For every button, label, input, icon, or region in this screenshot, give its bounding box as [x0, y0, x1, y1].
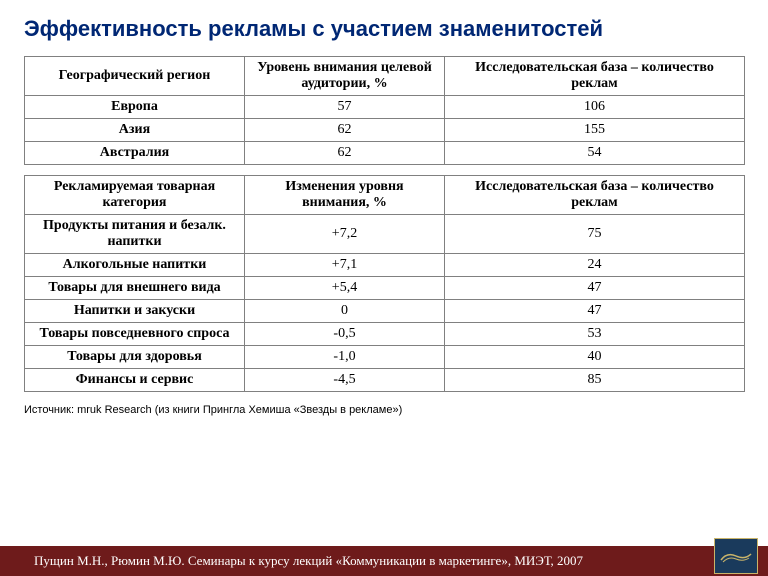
- t2-r3-c1: 0: [245, 300, 445, 323]
- table-row: Товары для внешнего вида +5,4 47: [25, 277, 745, 300]
- t1-r0-c0: Европа: [25, 96, 245, 119]
- t2-r1-c0: Алкогольные напитки: [25, 254, 245, 277]
- t2-r2-c1: +5,4: [245, 277, 445, 300]
- t2-r4-c0: Товары повседневного спроса: [25, 323, 245, 346]
- t1-col2: Исследовательская база – количество рекл…: [445, 57, 745, 96]
- footer-bar: Пущин М.Н., Рюмин М.Ю. Семинары к курсу …: [0, 546, 768, 576]
- slide-title: Эффективность рекламы с участием знамени…: [0, 0, 768, 50]
- emblem-icon: [714, 538, 758, 574]
- t2-r0-c2: 75: [445, 215, 745, 254]
- t2-col0: Рекламируемая товарная категория: [25, 176, 245, 215]
- t2-r4-c2: 53: [445, 323, 745, 346]
- t2-r2-c2: 47: [445, 277, 745, 300]
- t1-col0: Географический регион: [25, 57, 245, 96]
- footer-text: Пущин М.Н., Рюмин М.Ю. Семинары к курсу …: [0, 553, 583, 569]
- t2-r5-c2: 40: [445, 346, 745, 369]
- t1-r1-c0: Азия: [25, 119, 245, 142]
- table-row: Товары для здоровья -1,0 40: [25, 346, 745, 369]
- table-row: Продукты питания и безалк. напитки +7,2 …: [25, 215, 745, 254]
- t1-r1-c2: 155: [445, 119, 745, 142]
- t2-r6-c1: -4,5: [245, 369, 445, 392]
- table-row: Азия 62 155: [25, 119, 745, 142]
- table-row: Австралия 62 54: [25, 142, 745, 165]
- t2-col2: Исследовательская база – количество рекл…: [445, 176, 745, 215]
- t1-r1-c1: 62: [245, 119, 445, 142]
- table-regions: Географический регион Уровень внимания ц…: [24, 56, 745, 165]
- t2-r2-c0: Товары для внешнего вида: [25, 277, 245, 300]
- t2-r4-c1: -0,5: [245, 323, 445, 346]
- table-row: Товары повседневного спроса -0,5 53: [25, 323, 745, 346]
- table-row: Европа 57 106: [25, 96, 745, 119]
- t2-r6-c2: 85: [445, 369, 745, 392]
- table-row: Финансы и сервис -4,5 85: [25, 369, 745, 392]
- t2-r0-c1: +7,2: [245, 215, 445, 254]
- t2-r1-c2: 24: [445, 254, 745, 277]
- t2-r5-c0: Товары для здоровья: [25, 346, 245, 369]
- source-note: Источник: mruk Research (из книги Прингл…: [0, 402, 768, 416]
- t2-r1-c1: +7,1: [245, 254, 445, 277]
- table-row: Напитки и закуски 0 47: [25, 300, 745, 323]
- t2-r0-c0: Продукты питания и безалк. напитки: [25, 215, 245, 254]
- t2-r3-c2: 47: [445, 300, 745, 323]
- t1-r2-c0: Австралия: [25, 142, 245, 165]
- t1-r0-c1: 57: [245, 96, 445, 119]
- t1-r2-c2: 54: [445, 142, 745, 165]
- t1-col1: Уровень внимания целевой аудитории, %: [245, 57, 445, 96]
- t2-r5-c1: -1,0: [245, 346, 445, 369]
- t1-r0-c2: 106: [445, 96, 745, 119]
- table-categories: Рекламируемая товарная категория Изменен…: [24, 175, 745, 392]
- t2-col1: Изменения уровня внимания, %: [245, 176, 445, 215]
- t2-r6-c0: Финансы и сервис: [25, 369, 245, 392]
- table-row: Алкогольные напитки +7,1 24: [25, 254, 745, 277]
- t1-r2-c1: 62: [245, 142, 445, 165]
- t2-r3-c0: Напитки и закуски: [25, 300, 245, 323]
